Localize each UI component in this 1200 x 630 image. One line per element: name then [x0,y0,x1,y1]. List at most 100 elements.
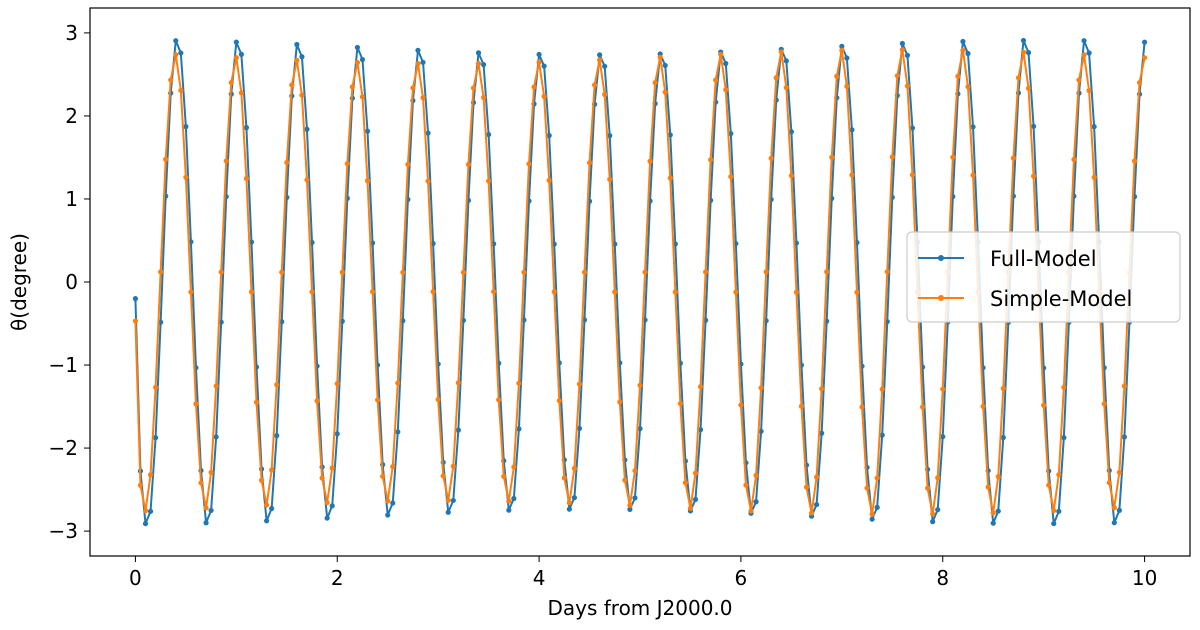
data-point-simple-model [1030,173,1037,179]
data-point-simple-model [1046,482,1052,488]
data-point-simple-model [874,475,880,481]
data-point-simple-model [1136,79,1143,86]
data-point-simple-model [586,160,593,166]
data-point-full-model [1025,50,1032,56]
data-point-simple-model [299,92,305,98]
data-point-full-model [178,50,184,56]
data-point-full-model [506,507,512,513]
data-point-full-model [869,516,875,522]
data-point-simple-model [940,386,946,392]
data-point-full-model [208,507,214,514]
data-point-simple-model [844,83,850,89]
data-point-full-model [1000,434,1006,441]
data-point-simple-model [985,484,991,490]
x-axis-label: Days from J2000.0 [547,596,732,620]
data-point-full-model [723,60,729,67]
data-point-simple-model [824,269,830,275]
data-point-simple-model [637,382,643,388]
data-point-simple-model [1106,480,1112,486]
data-point-simple-model [758,385,764,391]
data-point-simple-model [188,289,194,295]
data-point-full-model [1111,520,1117,526]
data-point-full-model [334,431,340,437]
data-point-full-model [632,495,638,501]
data-point-simple-model [1086,87,1092,94]
data-point-simple-model [728,174,734,180]
data-point-simple-model [279,269,285,275]
data-point-simple-model [1041,402,1047,408]
x-axis: 0 2 4 6 8 10 [129,556,1157,590]
legend-marker-simple-model [938,295,944,301]
data-point-simple-model [783,85,789,91]
data-point-simple-model [445,497,451,503]
x-tick-label: 10 [1132,566,1157,590]
data-point-simple-model [274,382,280,388]
data-point-simple-model [390,464,396,470]
y-tick-label: 0 [65,270,78,294]
data-point-simple-model [904,83,911,89]
y-tick-label: 1 [65,187,78,211]
x-tick-label: 2 [331,566,344,590]
data-point-simple-model [465,161,472,168]
data-point-full-model [1116,507,1122,513]
data-point-simple-model [516,380,522,386]
data-point-simple-model [1056,472,1062,478]
data-point-full-model [904,52,911,58]
data-point-simple-model [269,467,275,473]
data-point-full-model [142,520,149,527]
data-point-simple-model [581,269,588,275]
data-point-simple-model [1015,75,1022,81]
data-point-simple-model [803,484,810,490]
data-point-simple-model [1081,52,1087,58]
data-point-simple-model [899,47,905,53]
data-point-simple-model [526,161,532,167]
data-point-simple-model [1051,507,1057,514]
data-point-simple-model [768,155,774,161]
data-point-simple-model [253,399,260,405]
y-tick-label: −3 [49,519,78,543]
data-point-simple-model [435,396,441,403]
data-point-simple-model [496,397,502,403]
data-point-full-model [899,40,905,47]
data-point-full-model [849,127,855,133]
data-point-simple-model [632,468,638,474]
data-point-simple-model [243,176,250,182]
data-point-full-model [213,434,219,440]
data-point-full-model [637,426,643,432]
data-point-full-model [183,124,189,130]
data-point-simple-model [647,158,653,164]
data-point-simple-model [132,318,139,324]
data-point-full-model [667,132,673,138]
data-point-simple-model [1141,55,1148,61]
data-point-simple-model [930,511,936,517]
data-point-simple-model [990,510,996,516]
legend-marker-full-model [938,255,944,261]
data-point-simple-model [970,172,976,178]
data-point-simple-model [541,93,547,99]
data-point-simple-model [753,472,759,478]
data-point-simple-model [521,269,527,275]
data-point-full-model [814,501,820,508]
data-point-full-model [299,54,305,60]
data-point-full-model [445,509,451,515]
data-point-simple-model [889,154,895,160]
legend-box [906,231,1181,323]
data-point-full-model [238,51,244,58]
data-point-simple-model [218,269,224,275]
y-tick-label: 2 [65,104,78,128]
data-point-simple-model [369,289,376,295]
data-point-full-model [390,500,396,506]
data-point-simple-model [935,475,941,481]
data-point-full-model [844,55,850,61]
data-point-simple-model [153,384,159,390]
data-point-simple-model [142,508,149,514]
data-point-simple-model [839,47,845,53]
data-point-simple-model [163,156,169,162]
data-point-full-model [203,520,209,526]
data-point-simple-model [763,269,769,275]
data-point-simple-model [531,84,537,90]
data-point-simple-model [248,289,255,295]
data-point-full-model [395,429,401,435]
data-point-simple-model [319,475,325,481]
